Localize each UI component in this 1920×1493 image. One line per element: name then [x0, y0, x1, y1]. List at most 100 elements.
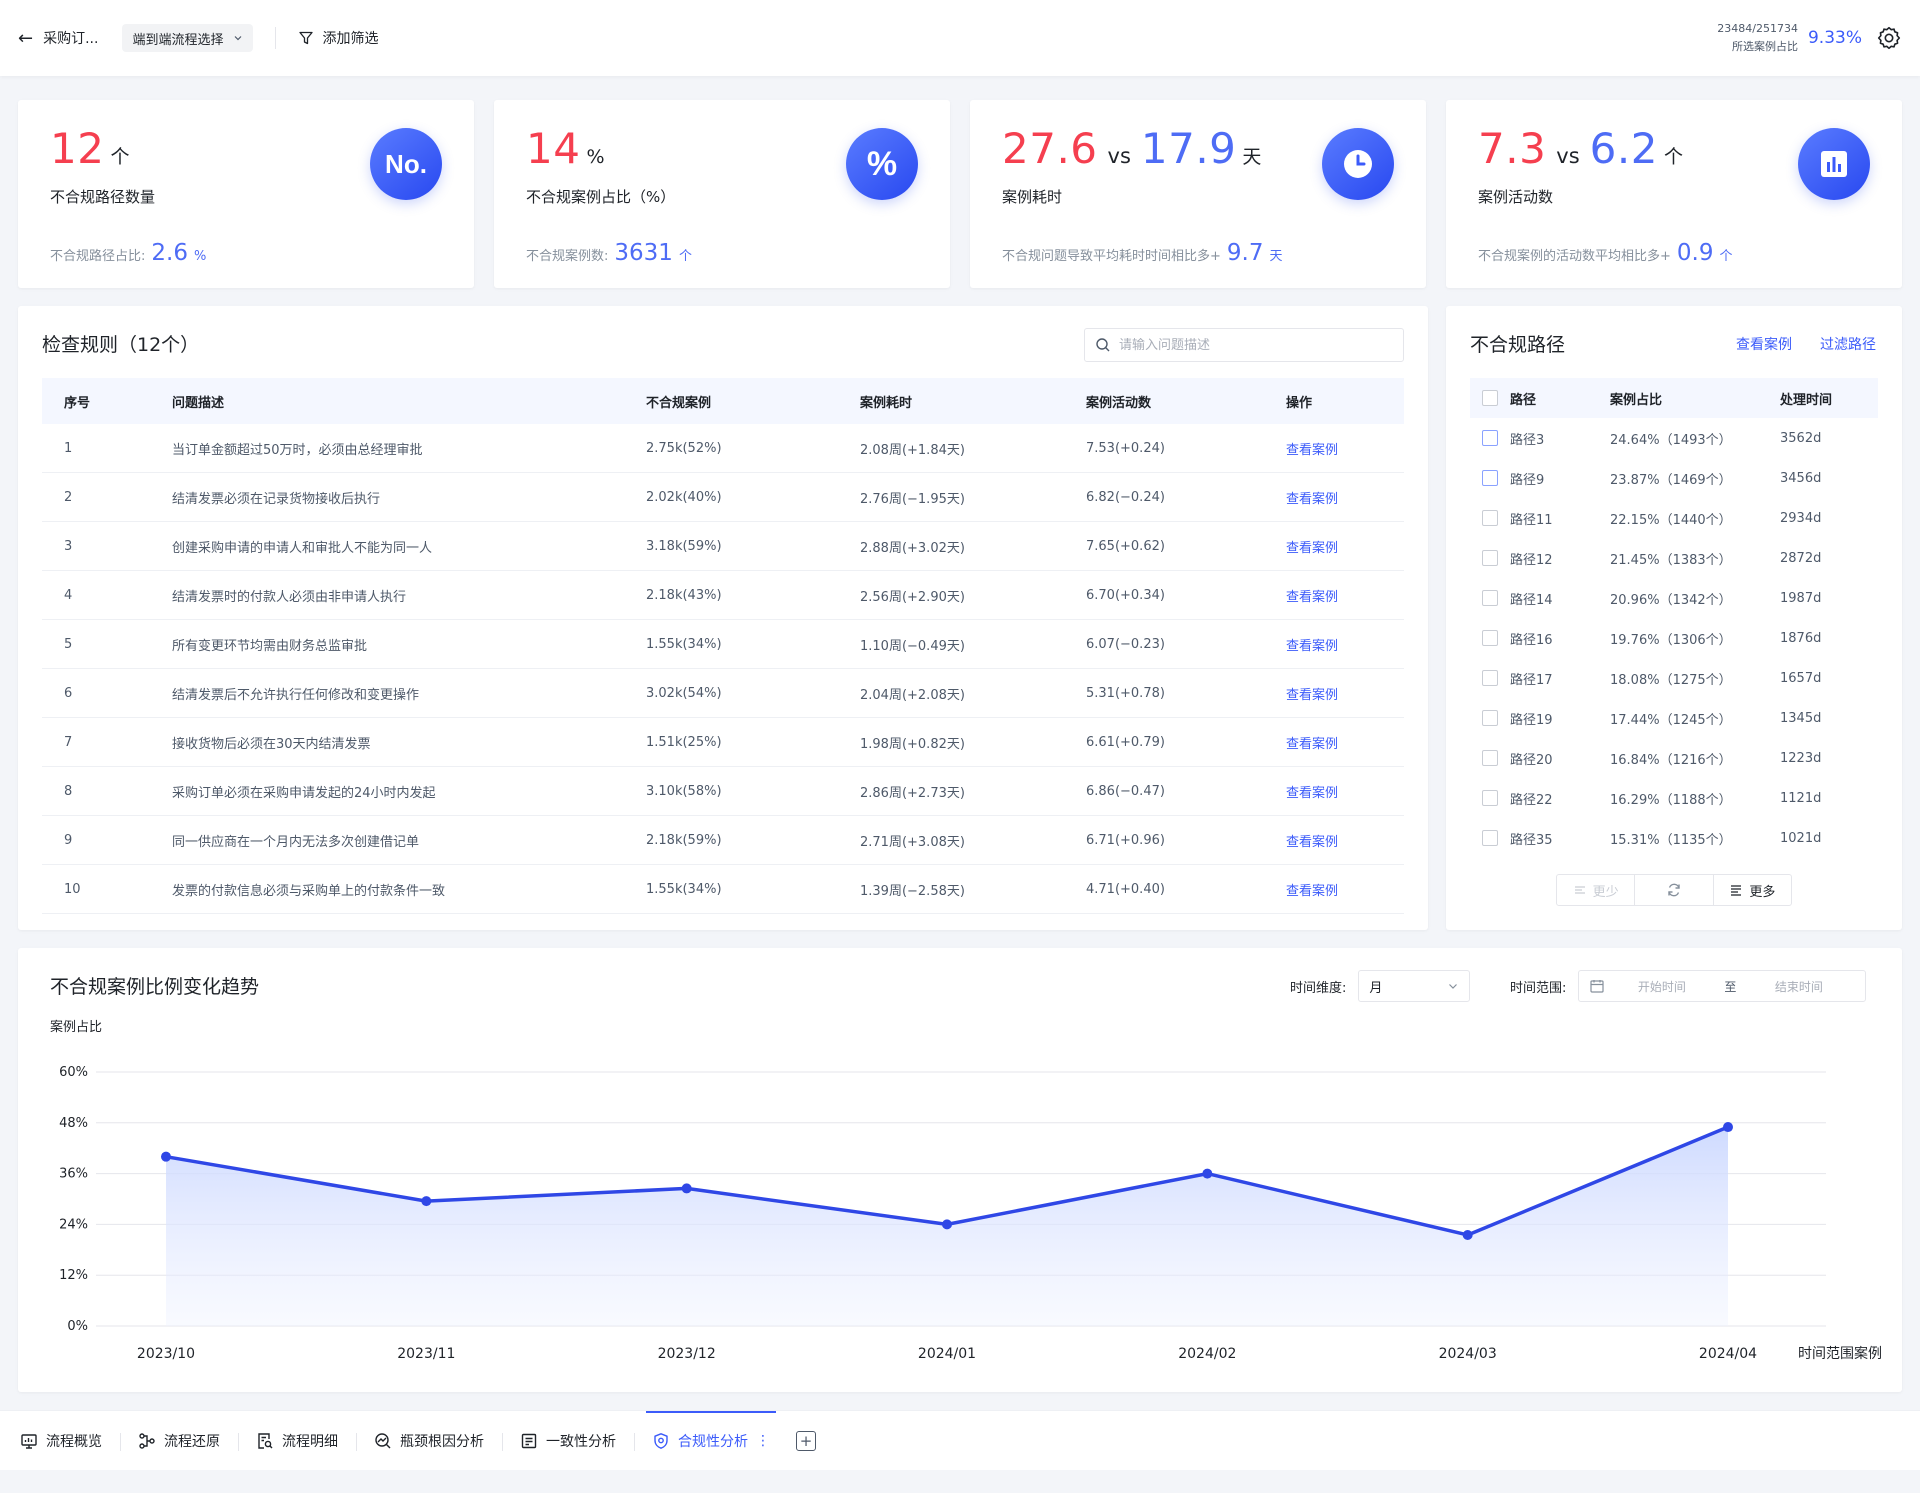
table-header: 路径 案例占比 处理时间	[1470, 378, 1878, 418]
path-checkbox[interactable]	[1482, 790, 1498, 806]
path-time: 2872d	[1780, 550, 1822, 566]
less-button[interactable]: 更少	[1557, 875, 1634, 905]
case-ratio-value: 9.33%	[1807, 28, 1862, 48]
start-date-input[interactable]: 开始时间	[1637, 979, 1686, 994]
add-tab-button[interactable]: +	[796, 1430, 816, 1451]
tab-label: 流程概览	[46, 1433, 102, 1450]
path-time: 1121d	[1780, 790, 1822, 806]
path-row[interactable]: 路径22 16.29%（1188个） 1121d	[1470, 778, 1878, 818]
path-row[interactable]: 路径20 16.84%（1216个） 1223d	[1470, 738, 1878, 778]
rule-no: 4	[64, 587, 73, 603]
path-row[interactable]: 路径3 24.64%（1493个） 3562d	[1470, 418, 1878, 458]
end-date-input[interactable]: 结束时间	[1774, 979, 1823, 994]
select-all-checkbox[interactable]	[1482, 390, 1498, 406]
view-cases-link[interactable]: 查看案例	[1286, 785, 1339, 801]
path-row[interactable]: 路径11 22.15%（1440个） 2934d	[1470, 498, 1878, 538]
view-cases-link[interactable]: 查看案例	[1736, 337, 1792, 353]
kpi-foot-label: 不合规案例数:	[526, 249, 609, 264]
paths-table: 路径 案例占比 处理时间 路径3 24.64%（1493个） 3562d 路径9 23.…	[1470, 378, 1878, 858]
refresh-button[interactable]	[1634, 875, 1712, 905]
tab-consistency[interactable]: 一致性分析	[502, 1411, 634, 1470]
path-checkbox[interactable]	[1482, 750, 1498, 766]
path-ratio: 15.31%（1135个）	[1610, 832, 1732, 848]
paths-title: 不合规路径	[1470, 334, 1566, 356]
path-row[interactable]: 路径14 20.96%（1342个） 1987d	[1470, 578, 1878, 618]
gear-icon[interactable]	[1876, 25, 1902, 51]
path-ratio: 20.96%（1342个）	[1610, 592, 1732, 608]
more-button[interactable]: 更多	[1712, 875, 1791, 905]
case-ratio: 23484/251734 所选案例占比 9.33%	[1717, 20, 1902, 56]
path-name: 路径22	[1510, 792, 1553, 808]
x-axis-label: 时间范围案例	[1798, 1345, 1882, 1362]
view-cases-link[interactable]: 查看案例	[1286, 736, 1339, 752]
y-axis-label: 案例占比	[50, 1020, 103, 1035]
tab-more-icon[interactable]: ⋮	[756, 1432, 770, 1449]
tab-compliance[interactable]: 合规性分析 ⋮	[634, 1411, 788, 1470]
view-cases-link[interactable]: 查看案例	[1286, 540, 1339, 556]
path-checkbox[interactable]	[1482, 510, 1498, 526]
path-name: 路径16	[1510, 632, 1553, 648]
kpi-foot-value: 2.6	[151, 240, 188, 266]
path-checkbox[interactable]	[1482, 550, 1498, 566]
add-filter-button[interactable]: 添加筛选	[298, 28, 378, 48]
path-row[interactable]: 路径16 19.76%（1306个） 1876d	[1470, 618, 1878, 658]
path-checkbox[interactable]	[1482, 670, 1498, 686]
path-checkbox[interactable]	[1482, 630, 1498, 646]
view-cases-link[interactable]: 查看案例	[1286, 638, 1339, 654]
x-tick-label: 2024/04	[1699, 1346, 1757, 1362]
view-cases-link[interactable]: 查看案例	[1286, 687, 1339, 703]
tab-flow-detail[interactable]: 流程明细	[238, 1411, 356, 1470]
rule-description: 结清发票必须在记录货物接收后执行	[172, 491, 381, 507]
kpi-foot-unit: 个	[1719, 249, 1733, 264]
path-checkbox[interactable]	[1482, 830, 1498, 846]
calendar-icon	[1590, 980, 1604, 993]
path-checkbox[interactable]	[1482, 430, 1498, 446]
path-row[interactable]: 路径17 18.08%（1275个） 1657d	[1470, 658, 1878, 698]
bar-chart-icon	[1798, 128, 1870, 200]
tab-label: 流程明细	[282, 1433, 338, 1450]
view-cases-link[interactable]: 查看案例	[1286, 442, 1339, 458]
col-header: 案例占比	[1610, 392, 1663, 408]
top-bar: ← 采购订... 端到端流程选择 添加筛选 23484/251734 所选案例占…	[0, 0, 1920, 76]
view-cases-link[interactable]: 查看案例	[1286, 883, 1339, 899]
flow-select[interactable]: 端到端流程选择	[122, 24, 254, 52]
path-ratio: 23.87%（1469个）	[1610, 472, 1732, 488]
path-row[interactable]: 路径9 23.87%（1469个） 3456d	[1470, 458, 1878, 498]
data-point	[1202, 1168, 1213, 1179]
chevron-down-icon	[235, 36, 242, 41]
percent-icon: %	[846, 128, 918, 200]
path-row[interactable]: 路径19 17.44%（1245个） 1345d	[1470, 698, 1878, 738]
tab-flow-restore[interactable]: 流程还原	[120, 1411, 238, 1470]
rule-time: 2.04周(+2.08天)	[860, 687, 965, 703]
view-cases-link[interactable]: 查看案例	[1286, 834, 1339, 850]
path-row[interactable]: 路径12 21.45%（1383个） 2872d	[1470, 538, 1878, 578]
rule-time: 2.71周(+3.08天)	[860, 834, 965, 850]
rule-cases: 2.18k(59%)	[646, 832, 722, 848]
path-name: 路径3	[1510, 432, 1545, 448]
view-cases-link[interactable]: 查看案例	[1286, 589, 1339, 605]
tab-overview[interactable]: 流程概览	[18, 1411, 120, 1470]
filter-path-link[interactable]: 过滤路径	[1820, 337, 1876, 353]
path-row[interactable]: 路径35 15.31%（1135个） 1021d	[1470, 818, 1878, 858]
path-ratio: 16.84%（1216个）	[1610, 752, 1732, 768]
view-cases-link[interactable]: 查看案例	[1286, 491, 1339, 507]
rules-search[interactable]	[1084, 328, 1404, 362]
path-checkbox[interactable]	[1482, 470, 1498, 486]
search-input[interactable]	[1119, 337, 1389, 353]
tab-bottleneck[interactable]: 瓶颈根因分析	[356, 1411, 502, 1470]
date-range-picker[interactable]: 开始时间 至 结束时间	[1578, 970, 1867, 1002]
time-dimension-select[interactable]: 月	[1358, 970, 1471, 1002]
col-header: 案例耗时	[860, 395, 913, 411]
back-button[interactable]: ← 采购订...	[18, 28, 98, 49]
case-count: 23484/251734	[1717, 22, 1798, 35]
process-name: 采购订...	[43, 31, 99, 47]
rules-panel: 检查规则（12个） 序号 问题描述 不合规案例 案例耗时 案例活动数 操作 1 当…	[18, 306, 1428, 930]
path-name: 路径20	[1510, 752, 1553, 768]
path-time: 3562d	[1780, 430, 1822, 446]
rule-activities: 6.07(−0.23)	[1086, 636, 1165, 652]
path-checkbox[interactable]	[1482, 590, 1498, 606]
path-time: 1987d	[1780, 590, 1822, 606]
y-tick-label: 12%	[59, 1268, 88, 1283]
search-icon	[1096, 338, 1110, 352]
path-checkbox[interactable]	[1482, 710, 1498, 726]
